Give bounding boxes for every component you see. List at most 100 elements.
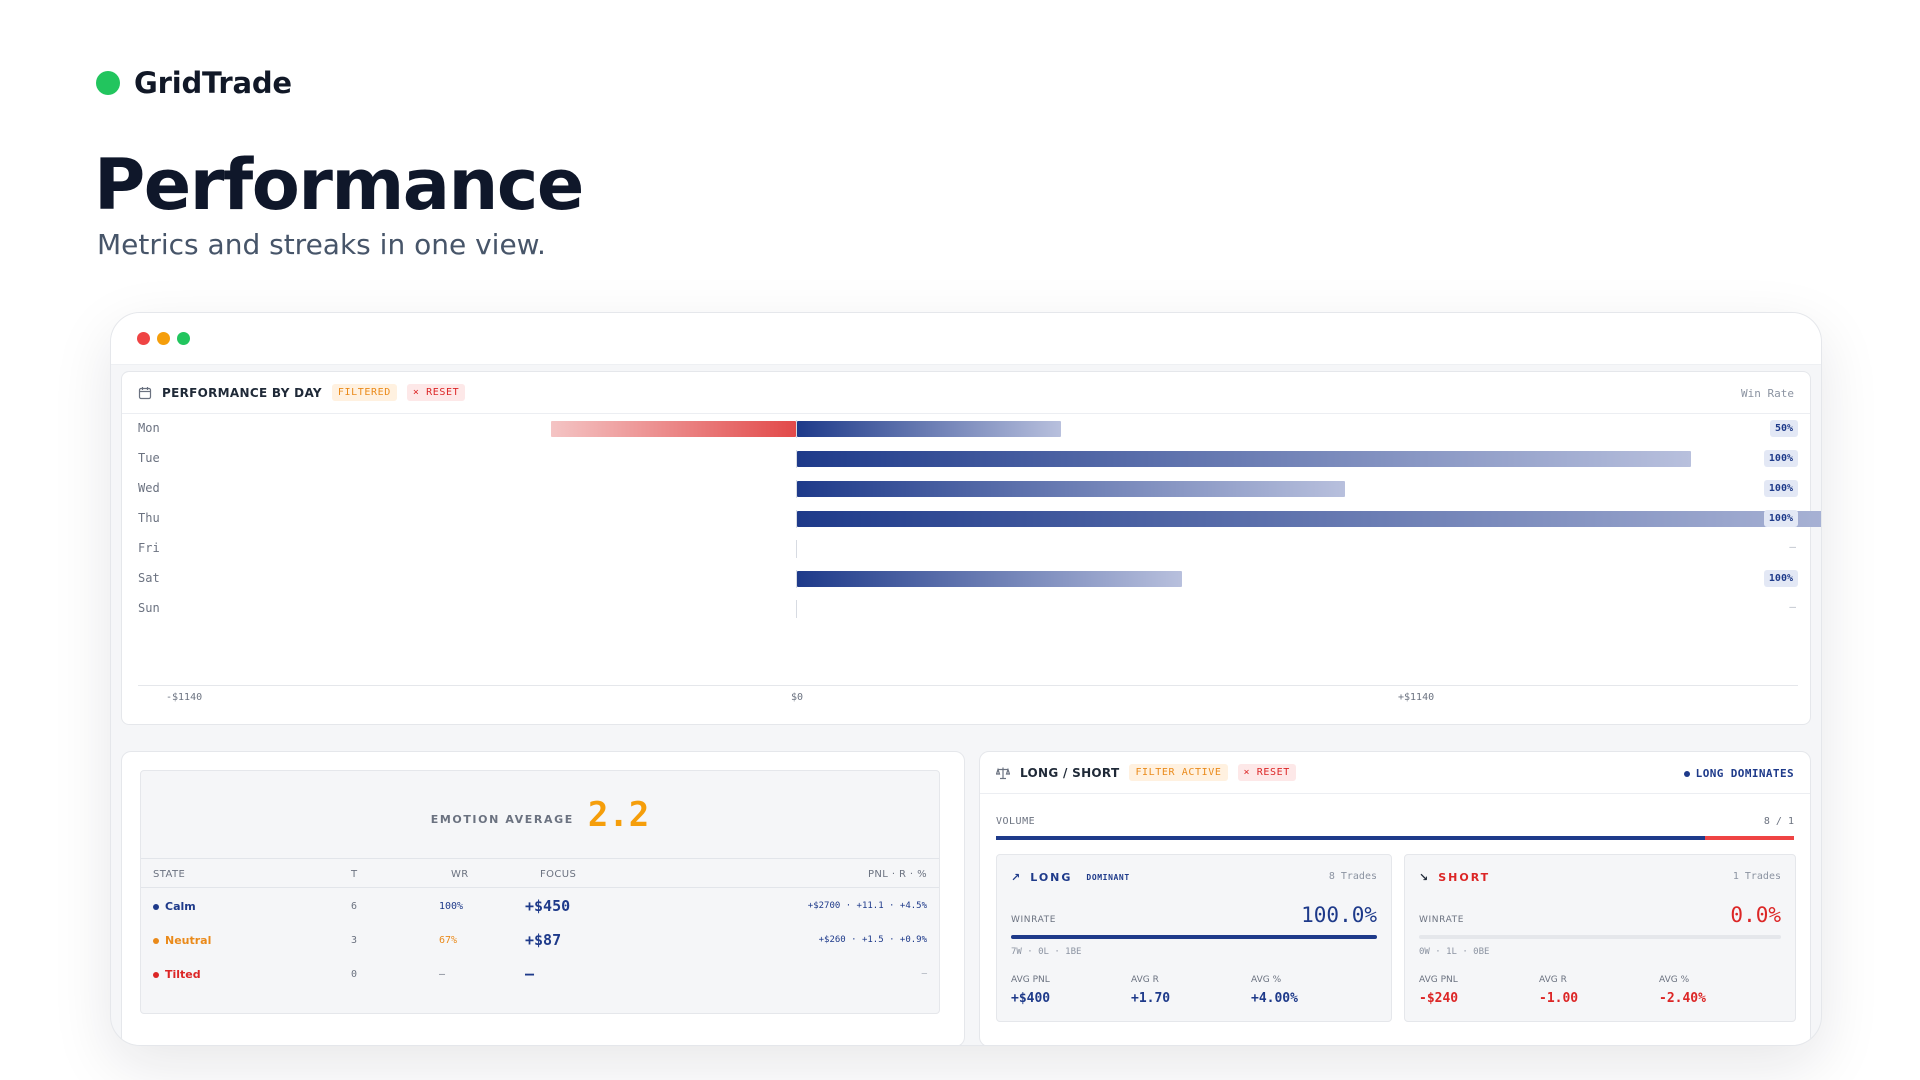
x-axis-line <box>138 685 1798 686</box>
window-minimize-button[interactable] <box>157 332 170 345</box>
win-rate-header: Win Rate <box>1741 387 1794 400</box>
zero-line <box>796 480 797 498</box>
day-win-rate: 100% <box>1763 450 1798 467</box>
emotion-average-header: EMOTION AVERAGE 2.2 <box>141 771 939 859</box>
window-maximize-button[interactable] <box>177 332 190 345</box>
day-bar-positive[interactable] <box>797 511 1821 527</box>
reset-filter-button[interactable]: × RESET <box>406 384 466 401</box>
dominance-dot <box>1683 770 1690 777</box>
emotion-state: Calm <box>153 900 196 913</box>
day-win-rate: – <box>1789 540 1796 553</box>
performance-card-header: PERFORMANCE BY DAY FILTERED × RESET Win … <box>122 372 1810 414</box>
day-label: Sat <box>138 571 160 585</box>
state-pnl-summary: +$2700 · +11.1 · +4.5% <box>807 901 927 911</box>
day-label: Thu <box>138 511 160 525</box>
long-stat-value: +$400 <box>1011 991 1051 1006</box>
emotion-state: Tilted <box>153 968 201 981</box>
long-stat-label: AVG R <box>1131 975 1159 985</box>
day-win-rate: – <box>1789 600 1796 613</box>
short-stat-label: AVG R <box>1539 975 1567 985</box>
col-header-state: STATE <box>153 869 186 880</box>
scale-icon <box>996 766 1010 780</box>
volume-bar-long <box>996 836 1706 840</box>
filtered-badge: FILTERED <box>331 384 397 401</box>
state-pnl-summary: +$260 · +1.5 · +0.9% <box>818 935 927 945</box>
short-winrate-value: 0.0% <box>1730 903 1781 927</box>
day-bar-positive[interactable] <box>797 421 1062 437</box>
state-focus: – <box>525 965 535 983</box>
emotion-average-value: 2.2 <box>587 794 650 835</box>
volume-bar-short <box>1705 836 1794 840</box>
state-win-rate: 100% <box>439 901 464 912</box>
state-pnl-summary: – <box>921 969 927 979</box>
short-stat-value: -2.40% <box>1659 991 1706 1006</box>
day-label: Tue <box>138 451 160 465</box>
day-win-rate: 100% <box>1763 510 1798 527</box>
window-close-button[interactable] <box>137 332 150 345</box>
day-win-rate: 100% <box>1763 570 1798 587</box>
short-stat-label: AVG % <box>1659 975 1690 985</box>
state-win-rate: – <box>439 969 446 980</box>
long-winrate-value: 100.0% <box>1301 903 1377 927</box>
short-stat-value: -$240 <box>1419 991 1459 1006</box>
calendar-icon <box>138 386 152 400</box>
day-label: Wed <box>138 481 160 495</box>
short-wld: 0W · 1L · 0BE <box>1419 947 1490 957</box>
performance-card-title: PERFORMANCE BY DAY <box>162 385 322 400</box>
volume-label: VOLUME <box>996 816 1036 827</box>
long-winrate-label: WINRATE <box>1011 915 1057 925</box>
long-label: LONG <box>1030 871 1073 884</box>
state-trades: 6 <box>351 901 358 912</box>
day-win-rate: 50% <box>1769 420 1798 437</box>
day-label: Mon <box>138 421 160 435</box>
x-axis-tick-max: +$1140 <box>1398 692 1435 703</box>
state-trades: 3 <box>351 935 358 946</box>
x-axis-tick-min: -$1140 <box>166 692 203 703</box>
long-stat-label: AVG PNL <box>1011 975 1050 985</box>
x-axis-tick-zero: $0 <box>791 692 804 703</box>
state-dot <box>153 903 159 910</box>
zero-line <box>796 450 797 468</box>
zero-line <box>796 510 797 528</box>
dominant-tag: DOMINANT <box>1086 873 1130 882</box>
short-winrate-track <box>1419 935 1781 939</box>
state-name: Calm <box>165 900 196 913</box>
long-winrate-fill <box>1011 935 1377 939</box>
arrow-up-right-icon: ↗ <box>1011 871 1023 884</box>
col-header-wr: WR <box>451 869 469 880</box>
app-window: PERFORMANCE BY DAY FILTERED × RESET Win … <box>110 312 1822 1046</box>
dominance-label: LONG DOMINATES <box>1695 767 1794 780</box>
state-dot <box>153 971 159 978</box>
volume-bar <box>996 836 1794 840</box>
emotion-state: Neutral <box>153 934 211 947</box>
page-title: Performance <box>94 144 584 226</box>
short-trade-count: 1 Trades <box>1732 871 1781 882</box>
zero-line <box>796 570 797 588</box>
short-title: ↘ SHORT <box>1419 871 1490 884</box>
long-stat-label: AVG % <box>1251 975 1282 985</box>
col-header-pnl: PNL · R · % <box>867 869 927 880</box>
short-label: SHORT <box>1438 871 1491 884</box>
state-focus: +$87 <box>525 931 562 949</box>
day-bar-negative[interactable] <box>551 421 796 437</box>
day-bar-positive[interactable] <box>797 481 1346 497</box>
long-short-reset-button[interactable]: × RESET <box>1237 764 1296 781</box>
state-name: Neutral <box>165 934 212 947</box>
long-short-title: LONG / SHORT <box>1020 765 1120 780</box>
short-winrate-label: WINRATE <box>1419 915 1465 925</box>
day-bar-positive[interactable] <box>797 571 1183 587</box>
state-win-rate: 67% <box>439 935 458 946</box>
state-focus: +$450 <box>525 897 571 915</box>
page-subtitle: Metrics and streaks in one view. <box>97 228 546 261</box>
dominance-indicator: LONG DOMINATES <box>1683 767 1794 780</box>
col-header-t: T <box>351 869 358 880</box>
zero-line <box>796 540 797 558</box>
day-bar-positive[interactable] <box>797 451 1692 467</box>
arrow-down-right-icon: ↘ <box>1419 871 1431 884</box>
zero-line <box>796 600 797 618</box>
long-stat-value: +1.70 <box>1131 991 1171 1006</box>
brand-logo-dot <box>96 71 120 95</box>
window-titlebar <box>111 313 1821 365</box>
performance-by-day-card: PERFORMANCE BY DAY FILTERED × RESET Win … <box>121 371 1821 725</box>
emotion-panel: EMOTION AVERAGE 2.2 STATE T WR FOCUS PNL… <box>140 770 940 1014</box>
